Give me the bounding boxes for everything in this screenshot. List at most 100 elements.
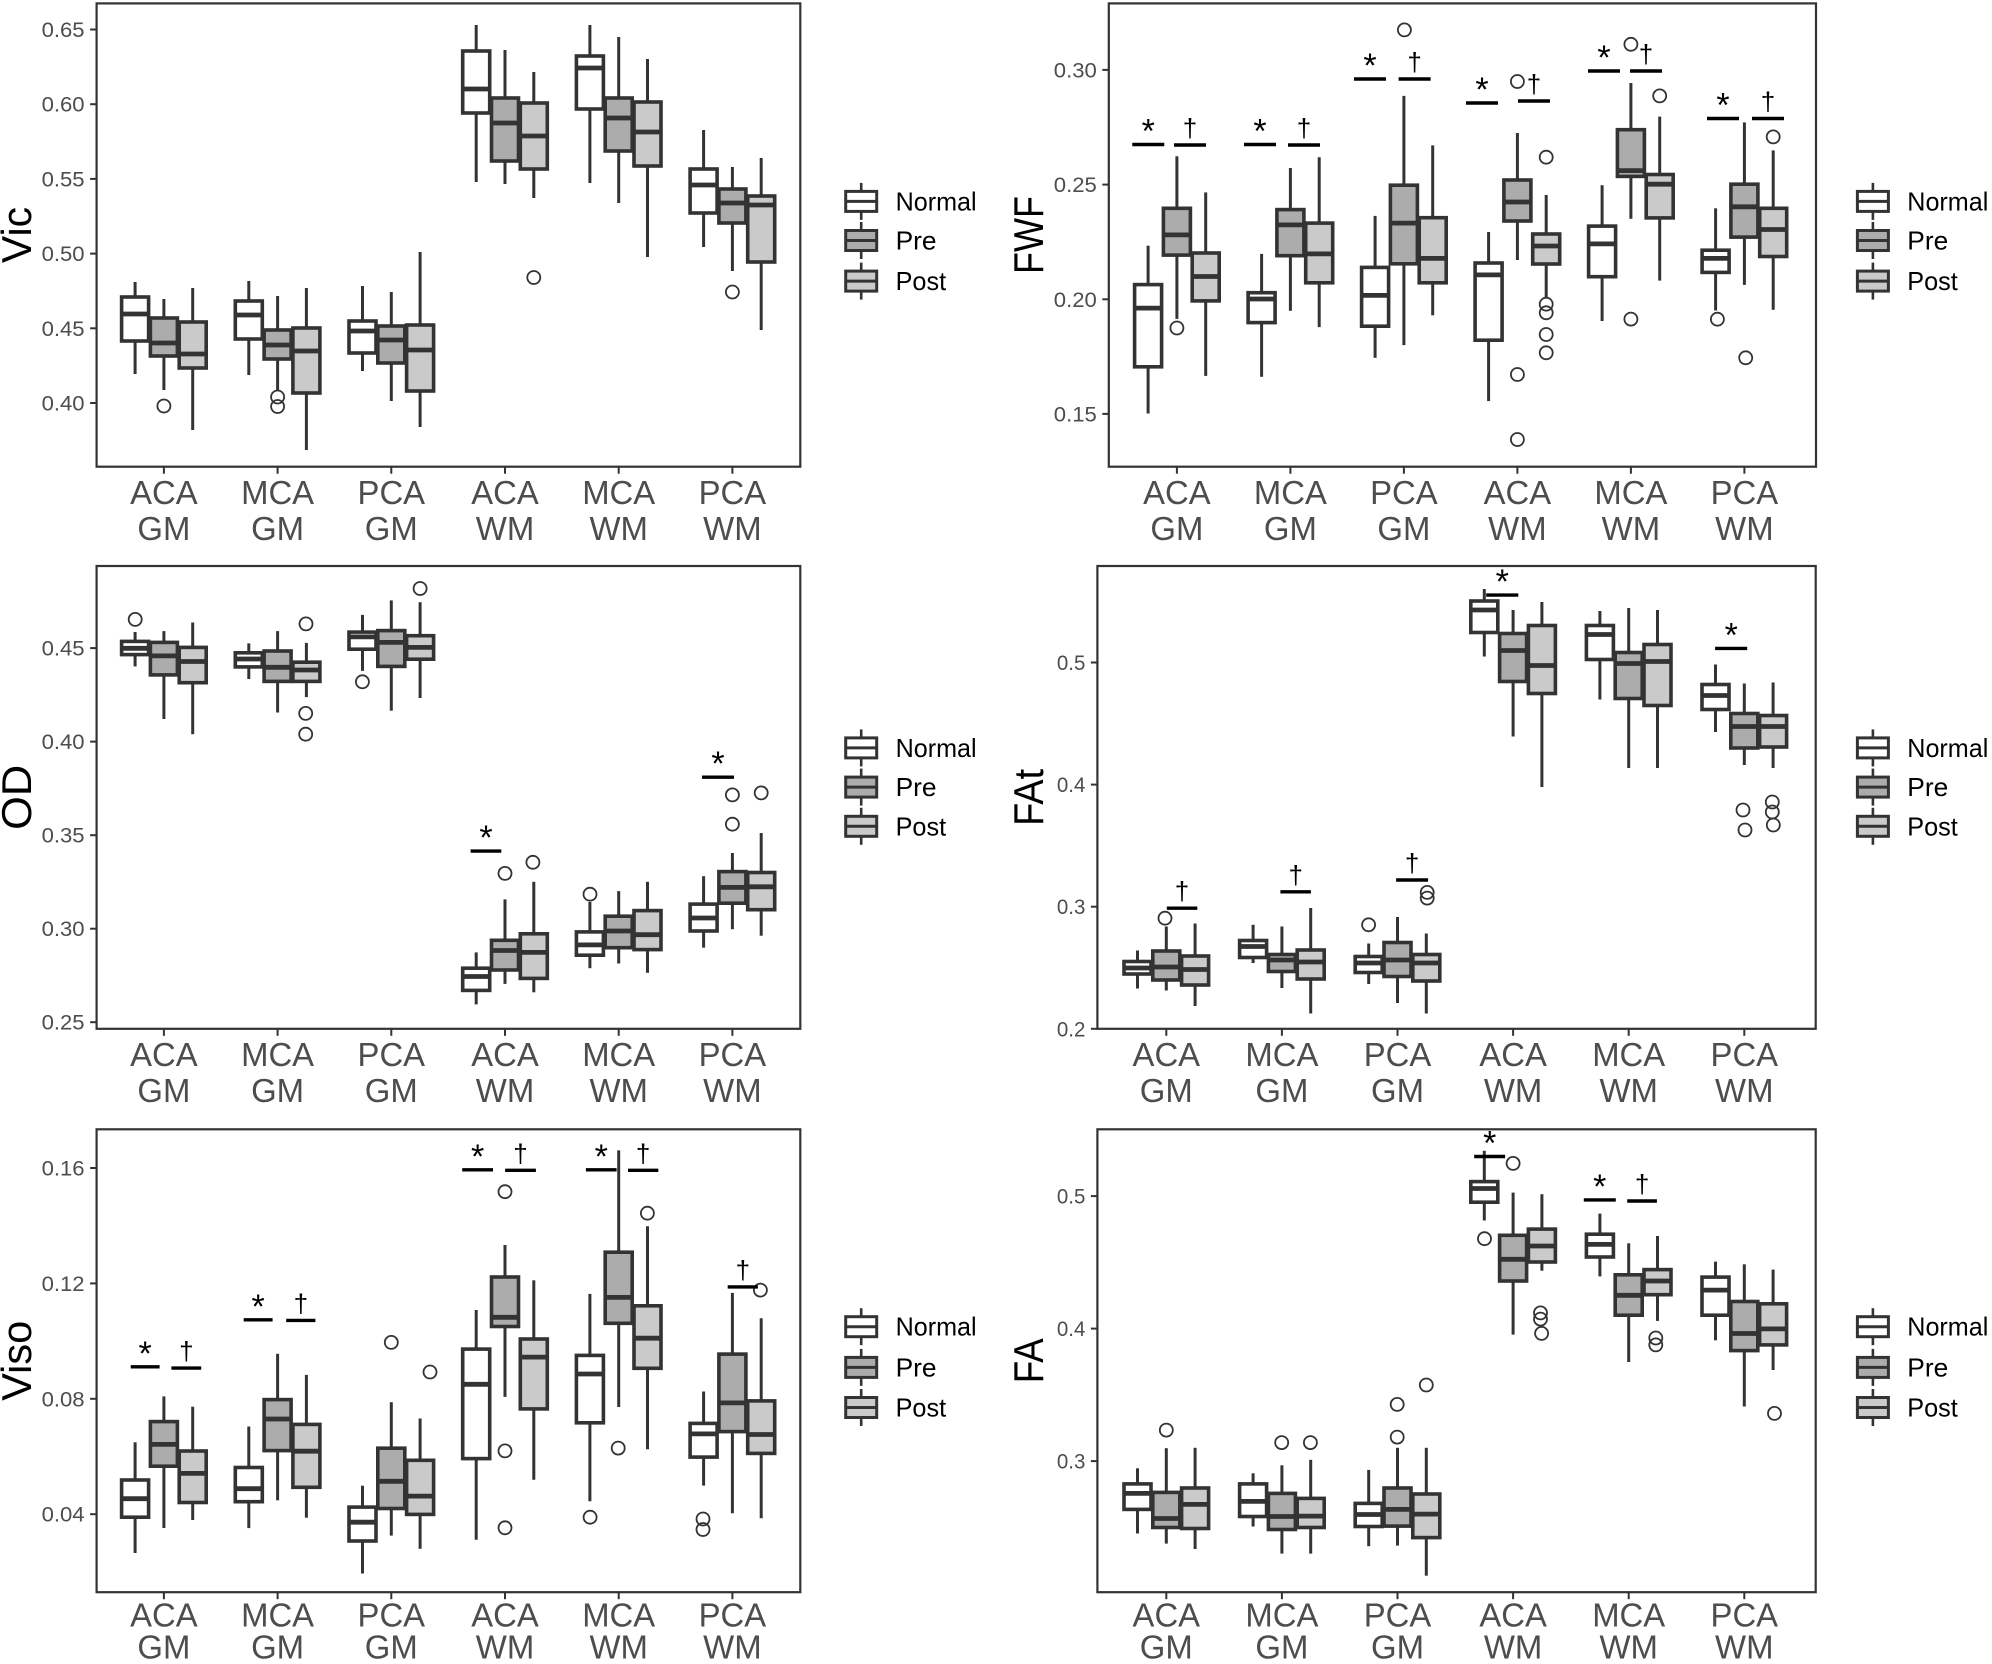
svg-text:GM: GM (137, 1072, 190, 1109)
svg-text:PCA: PCA (1364, 1036, 1432, 1073)
svg-text:GM: GM (1140, 1629, 1193, 1664)
svg-text:GM: GM (1371, 1072, 1424, 1109)
svg-text:0.60: 0.60 (42, 94, 85, 117)
svg-text:Normal: Normal (896, 733, 977, 763)
svg-text:WM: WM (1599, 1629, 1658, 1664)
svg-text:WM: WM (1715, 510, 1774, 547)
svg-text:*: * (711, 745, 724, 783)
svg-text:Normal: Normal (896, 1312, 977, 1342)
svg-text:ACA: ACA (1143, 474, 1211, 511)
svg-text:WM: WM (703, 510, 762, 547)
svg-text:*: * (1725, 616, 1738, 654)
svg-text:PCA: PCA (358, 1597, 426, 1634)
svg-text:PCA: PCA (1711, 474, 1779, 511)
svg-text:MCA: MCA (1245, 1036, 1318, 1073)
svg-text:*: * (1593, 1168, 1606, 1206)
svg-text:0.65: 0.65 (42, 19, 85, 42)
svg-text:PCA: PCA (699, 1036, 767, 1073)
svg-text:WM: WM (589, 1072, 648, 1109)
svg-text:WM: WM (1484, 1629, 1543, 1664)
svg-text:MCA: MCA (1254, 474, 1327, 511)
svg-text:Post: Post (896, 1393, 947, 1423)
svg-text:†: † (1639, 39, 1653, 69)
svg-text:GM: GM (1377, 510, 1430, 547)
svg-text:0.4: 0.4 (1057, 1318, 1086, 1341)
svg-text:ACA: ACA (130, 1036, 198, 1073)
svg-text:*: * (1496, 563, 1509, 601)
svg-text:†: † (513, 1138, 527, 1168)
svg-text:ACA: ACA (471, 1036, 539, 1073)
svg-text:†: † (636, 1138, 650, 1168)
svg-text:Pre: Pre (1907, 226, 1948, 256)
svg-text:Pre: Pre (896, 226, 937, 256)
svg-text:0.5: 0.5 (1057, 1186, 1086, 1209)
svg-text:WM: WM (703, 1072, 762, 1109)
svg-text:*: * (251, 1288, 264, 1326)
svg-text:PCA: PCA (1711, 1597, 1779, 1634)
svg-text:GM: GM (251, 510, 304, 547)
svg-text:Post: Post (1907, 811, 1958, 841)
svg-text:0.4: 0.4 (1057, 774, 1086, 797)
svg-text:†: † (1635, 1169, 1649, 1199)
svg-text:PCA: PCA (358, 474, 426, 511)
svg-text:MCA: MCA (582, 1036, 655, 1073)
svg-text:Pre: Pre (896, 772, 937, 802)
svg-text:†: † (179, 1336, 193, 1366)
svg-text:GM: GM (1255, 1629, 1308, 1664)
svg-text:MCA: MCA (1592, 1597, 1665, 1634)
svg-text:0.55: 0.55 (42, 168, 85, 191)
svg-text:†: † (1407, 47, 1421, 77)
svg-text:†: † (294, 1288, 308, 1318)
svg-text:WM: WM (1715, 1072, 1774, 1109)
svg-text:ACA: ACA (1479, 1597, 1547, 1634)
svg-text:GM: GM (137, 1629, 190, 1664)
svg-text:GM: GM (365, 1072, 418, 1109)
svg-text:PCA: PCA (358, 1036, 426, 1073)
svg-text:0.40: 0.40 (42, 731, 85, 754)
svg-text:0.35: 0.35 (42, 825, 85, 848)
svg-text:GM: GM (251, 1072, 304, 1109)
svg-text:*: * (1716, 87, 1729, 125)
svg-text:GM: GM (365, 1629, 418, 1664)
svg-text:MCA: MCA (582, 1597, 655, 1634)
svg-text:0.15: 0.15 (1054, 403, 1097, 426)
svg-text:Normal: Normal (1907, 733, 1988, 763)
svg-text:WM: WM (1715, 1629, 1774, 1664)
svg-text:Normal: Normal (1907, 186, 1988, 216)
svg-text:0.20: 0.20 (1054, 289, 1097, 312)
svg-text:0.12: 0.12 (42, 1273, 85, 1296)
svg-text:ACA: ACA (471, 474, 539, 511)
svg-text:WM: WM (589, 1629, 648, 1664)
svg-text:0.25: 0.25 (42, 1012, 85, 1035)
svg-text:*: * (1597, 39, 1610, 77)
svg-text:WM: WM (1484, 1072, 1543, 1109)
svg-text:ACA: ACA (1479, 1036, 1547, 1073)
svg-text:PCA: PCA (699, 474, 767, 511)
svg-text:ACA: ACA (1484, 474, 1552, 511)
svg-text:MCA: MCA (582, 474, 655, 511)
svg-text:PCA: PCA (1711, 1036, 1779, 1073)
svg-text:0.16: 0.16 (42, 1158, 85, 1181)
svg-text:*: * (595, 1138, 608, 1176)
svg-text:*: * (1253, 113, 1266, 151)
svg-text:MCA: MCA (241, 1036, 314, 1073)
svg-text:Normal: Normal (896, 186, 977, 216)
svg-text:*: * (1363, 47, 1376, 85)
svg-text:†: † (1527, 69, 1541, 99)
svg-text:WM: WM (476, 1629, 535, 1664)
svg-text:WM: WM (476, 1072, 535, 1109)
svg-text:MCA: MCA (241, 1597, 314, 1634)
svg-text:†: † (1175, 876, 1189, 906)
svg-text:†: † (1297, 113, 1311, 143)
svg-text:Viso: Viso (0, 1321, 40, 1401)
svg-text:FWF: FWF (1005, 196, 1052, 274)
svg-text:GM: GM (1371, 1629, 1424, 1664)
svg-text:WM: WM (703, 1629, 762, 1664)
svg-text:MCA: MCA (1594, 474, 1667, 511)
svg-text:†: † (1405, 848, 1419, 878)
svg-text:0.08: 0.08 (42, 1388, 85, 1411)
svg-text:GM: GM (251, 1629, 304, 1664)
svg-text:WM: WM (1488, 510, 1547, 547)
svg-text:0.3: 0.3 (1057, 1451, 1086, 1474)
svg-text:ACA: ACA (471, 1597, 539, 1634)
